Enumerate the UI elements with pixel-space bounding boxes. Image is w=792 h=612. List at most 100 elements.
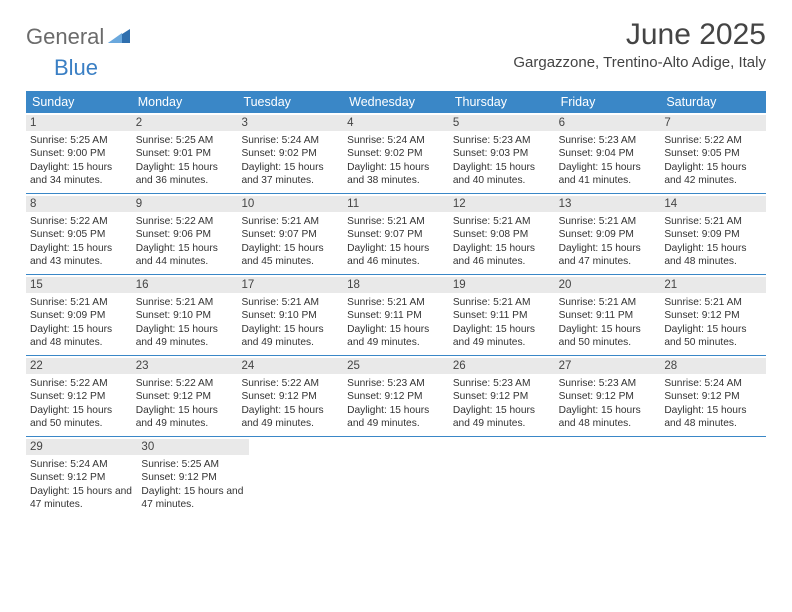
- daylight-text: Daylight: 15 hours and 49 minutes.: [347, 323, 445, 350]
- daylight-text: Daylight: 15 hours and 37 minutes.: [241, 161, 339, 188]
- day-number: 17: [237, 277, 343, 293]
- sunrise-text: Sunrise: 5:21 AM: [664, 215, 762, 228]
- day-body: Sunrise: 5:21 AMSunset: 9:07 PMDaylight:…: [241, 215, 339, 268]
- daylight-text: Daylight: 15 hours and 48 minutes.: [664, 404, 762, 431]
- day-number: 12: [449, 196, 555, 212]
- sunset-text: Sunset: 9:11 PM: [347, 309, 445, 322]
- day-header-sunday: Sunday: [26, 91, 132, 113]
- day-number: 11: [343, 196, 449, 212]
- day-header-wednesday: Wednesday: [343, 91, 449, 113]
- daylight-text: Daylight: 15 hours and 49 minutes.: [347, 404, 445, 431]
- day-body: Sunrise: 5:23 AMSunset: 9:12 PMDaylight:…: [347, 377, 445, 430]
- logo-triangle-icon: [108, 27, 130, 48]
- sunrise-text: Sunrise: 5:25 AM: [141, 458, 244, 471]
- day-number: 22: [26, 358, 132, 374]
- sunrise-text: Sunrise: 5:21 AM: [347, 215, 445, 228]
- daylight-text: Daylight: 15 hours and 47 minutes.: [141, 485, 244, 512]
- day-cell: 3Sunrise: 5:24 AMSunset: 9:02 PMDaylight…: [237, 113, 343, 193]
- day-number: 20: [555, 277, 661, 293]
- day-body: Sunrise: 5:21 AMSunset: 9:11 PMDaylight:…: [453, 296, 551, 349]
- day-cell: 7Sunrise: 5:22 AMSunset: 9:05 PMDaylight…: [660, 113, 766, 193]
- sunrise-text: Sunrise: 5:23 AM: [453, 377, 551, 390]
- day-number: 25: [343, 358, 449, 374]
- day-body: Sunrise: 5:25 AMSunset: 9:00 PMDaylight:…: [30, 134, 128, 187]
- day-body: Sunrise: 5:22 AMSunset: 9:12 PMDaylight:…: [241, 377, 339, 430]
- daylight-text: Daylight: 15 hours and 40 minutes.: [453, 161, 551, 188]
- logo: General: [26, 24, 132, 50]
- day-number: 1: [26, 115, 132, 131]
- sunset-text: Sunset: 9:12 PM: [136, 390, 234, 403]
- day-body: Sunrise: 5:21 AMSunset: 9:09 PMDaylight:…: [664, 215, 762, 268]
- day-number: 28: [660, 358, 766, 374]
- sunset-text: Sunset: 9:12 PM: [559, 390, 657, 403]
- sunrise-text: Sunrise: 5:22 AM: [136, 377, 234, 390]
- sunset-text: Sunset: 9:02 PM: [241, 147, 339, 160]
- sunrise-text: Sunrise: 5:23 AM: [559, 377, 657, 390]
- day-body: Sunrise: 5:21 AMSunset: 9:11 PMDaylight:…: [559, 296, 657, 349]
- sunset-text: Sunset: 9:12 PM: [30, 471, 133, 484]
- daylight-text: Daylight: 15 hours and 41 minutes.: [559, 161, 657, 188]
- day-body: Sunrise: 5:25 AMSunset: 9:12 PMDaylight:…: [141, 458, 244, 511]
- day-cell: 17 Sunrise: 5:21 AMSunset: 9:10 PMDayligh…: [237, 275, 343, 355]
- sunset-text: Sunset: 9:06 PM: [136, 228, 234, 241]
- day-cell: 23Sunrise: 5:22 AMSunset: 9:12 PMDayligh…: [132, 356, 238, 436]
- day-number: 9: [132, 196, 238, 212]
- day-body: Sunrise: 5:22 AMSunset: 9:12 PMDaylight:…: [136, 377, 234, 430]
- day-number: 21: [660, 277, 766, 293]
- day-header-thursday: Thursday: [449, 91, 555, 113]
- sunrise-text: Sunrise: 5:21 AM: [453, 296, 551, 309]
- day-header-friday: Friday: [555, 91, 661, 113]
- day-body: Sunrise: 5:24 AMSunset: 9:12 PMDaylight:…: [30, 458, 133, 511]
- day-cell: 10Sunrise: 5:21 AMSunset: 9:07 PMDayligh…: [237, 194, 343, 274]
- day-body: Sunrise: 5:22 AMSunset: 9:06 PMDaylight:…: [136, 215, 234, 268]
- sunrise-text: Sunrise: 5:25 AM: [136, 134, 234, 147]
- day-cell: 26Sunrise: 5:23 AMSunset: 9:12 PMDayligh…: [449, 356, 555, 436]
- sunset-text: Sunset: 9:09 PM: [664, 228, 762, 241]
- day-body: Sunrise: 5:23 AMSunset: 9:04 PMDaylight:…: [559, 134, 657, 187]
- day-cell: 9 Sunrise: 5:22 AMSunset: 9:06 PMDaylight…: [132, 194, 238, 274]
- week-row: 29 Sunrise: 5:24 AMSunset: 9:12 PMDayligh…: [26, 437, 766, 517]
- day-number: 6: [555, 115, 661, 131]
- week-row: 1 Sunrise: 5:25 AMSunset: 9:00 PMDaylight…: [26, 113, 766, 194]
- daylight-text: Daylight: 15 hours and 46 minutes.: [453, 242, 551, 269]
- day-cell: 12 Sunrise: 5:21 AMSunset: 9:08 PMDayligh…: [449, 194, 555, 274]
- day-cell: 21Sunrise: 5:21 AMSunset: 9:12 PMDayligh…: [660, 275, 766, 355]
- week-row: 15Sunrise: 5:21 AMSunset: 9:09 PMDayligh…: [26, 275, 766, 356]
- sunrise-text: Sunrise: 5:21 AM: [453, 215, 551, 228]
- day-body: Sunrise: 5:22 AMSunset: 9:12 PMDaylight:…: [30, 377, 128, 430]
- day-cell: 5Sunrise: 5:23 AMSunset: 9:03 PMDaylight…: [449, 113, 555, 193]
- sunrise-text: Sunrise: 5:22 AM: [30, 215, 128, 228]
- sunrise-text: Sunrise: 5:23 AM: [347, 377, 445, 390]
- sunset-text: Sunset: 9:10 PM: [241, 309, 339, 322]
- daylight-text: Daylight: 15 hours and 46 minutes.: [347, 242, 445, 269]
- sunset-text: Sunset: 9:09 PM: [559, 228, 657, 241]
- sunrise-text: Sunrise: 5:21 AM: [241, 296, 339, 309]
- sunset-text: Sunset: 9:08 PM: [453, 228, 551, 241]
- day-number: 24: [237, 358, 343, 374]
- day-number: 27: [555, 358, 661, 374]
- day-number: 14: [660, 196, 766, 212]
- day-number: 5: [449, 115, 555, 131]
- daylight-text: Daylight: 15 hours and 49 minutes.: [136, 404, 234, 431]
- day-number: 4: [343, 115, 449, 131]
- day-body: Sunrise: 5:24 AMSunset: 9:12 PMDaylight:…: [664, 377, 762, 430]
- week-row: 22Sunrise: 5:22 AMSunset: 9:12 PMDayligh…: [26, 356, 766, 437]
- daylight-text: Daylight: 15 hours and 49 minutes.: [453, 323, 551, 350]
- sunset-text: Sunset: 9:03 PM: [453, 147, 551, 160]
- sunset-text: Sunset: 9:12 PM: [453, 390, 551, 403]
- day-body: Sunrise: 5:25 AMSunset: 9:01 PMDaylight:…: [136, 134, 234, 187]
- day-body: Sunrise: 5:21 AMSunset: 9:10 PMDaylight:…: [241, 296, 339, 349]
- day-number: 2: [132, 115, 238, 131]
- daylight-text: Daylight: 15 hours and 45 minutes.: [241, 242, 339, 269]
- sunset-text: Sunset: 9:05 PM: [30, 228, 128, 241]
- daylight-text: Daylight: 15 hours and 43 minutes.: [30, 242, 128, 269]
- day-body: Sunrise: 5:21 AMSunset: 9:09 PMDaylight:…: [30, 296, 128, 349]
- day-number: 29: [26, 439, 137, 455]
- sunrise-text: Sunrise: 5:22 AM: [664, 134, 762, 147]
- sunrise-text: Sunrise: 5:24 AM: [664, 377, 762, 390]
- day-number: 19: [449, 277, 555, 293]
- day-body: Sunrise: 5:21 AMSunset: 9:08 PMDaylight:…: [453, 215, 551, 268]
- daylight-text: Daylight: 15 hours and 44 minutes.: [136, 242, 234, 269]
- day-number: 16: [132, 277, 238, 293]
- daylight-text: Daylight: 15 hours and 50 minutes.: [559, 323, 657, 350]
